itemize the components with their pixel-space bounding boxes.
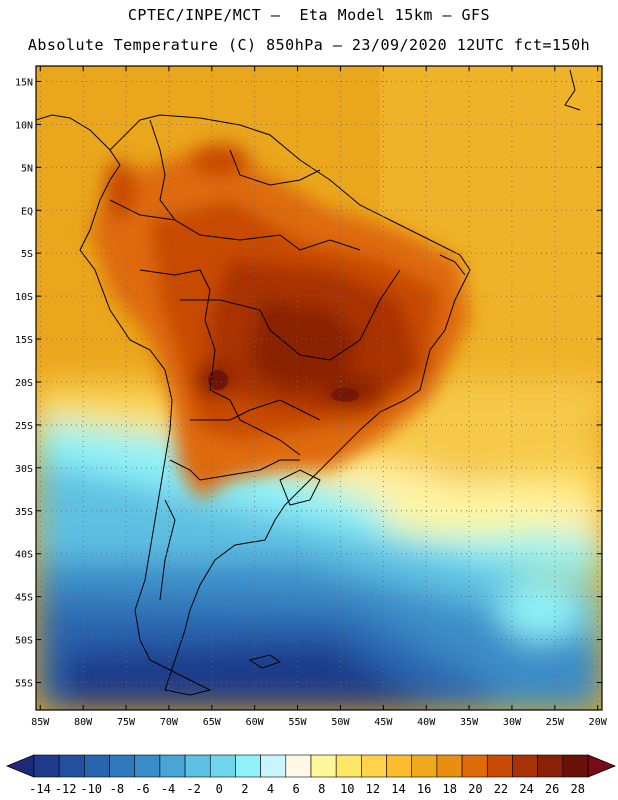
colorbar-swatch [310,754,337,778]
colorbar-swatch [159,754,186,778]
lon-label: 35W [460,717,479,728]
colorbar-swatch [411,754,438,778]
chart-title-line2: Absolute Temperature (C) 850hPa – 23/09/… [27,36,591,54]
lon-label: 45W [374,717,393,728]
colorbar-swatch [109,754,136,778]
colorbar-swatch [512,754,538,778]
colorbar-swatch [436,754,463,778]
lat-label: 40S [15,550,33,561]
colorbar-legend: -14 -12 -10 -8 -6 -4 -2 0 2 4 6 8 10 12 14 16 18 20 22 24 26… [5,754,617,796]
colorbar-swatch [537,754,564,778]
colorbar-label: 22 [494,782,508,796]
colorbar-swatch [335,754,362,778]
colorbar-swatch [84,754,110,778]
lat-label: 15N [15,77,33,88]
lon-label: 50W [331,717,350,728]
lon-label: 60W [246,717,265,728]
colorbar-swatch [184,754,211,778]
colorbar-swatch [58,754,85,778]
colorbar-swatch [260,754,287,778]
colorbar-swatch [134,754,161,778]
lat-label: EQ [21,206,33,217]
lon-label: 75W [117,717,136,728]
colorbar-swatch [486,754,513,778]
lat-label: 15S [15,335,33,346]
temperature-field [36,66,602,710]
lon-label: 30W [503,717,522,728]
colorbar-swatch [285,754,312,778]
colorbar-label: 8 [318,782,325,796]
colorbar-swatch [361,754,387,778]
colorbar-swatch [209,754,236,778]
colorbar-label: 6 [292,782,299,796]
colorbar-over-arrow [587,754,617,778]
lat-label: 10S [15,292,33,303]
lat-label: 50S [15,636,33,647]
colorbar-swatch [235,754,261,778]
lon-label: 55W [289,717,308,728]
colorbar-swatch [461,754,488,778]
lat-label: 5N [21,163,33,174]
lon-label: 65W [203,717,222,728]
lat-label: 25S [15,421,33,432]
colorbar-label: 20 [468,782,482,796]
colorbar-label: 16 [417,782,431,796]
colorbar-label: -12 [55,782,77,796]
lat-label: 5S [21,249,33,260]
lat-label: 45S [15,593,33,604]
lat-label: 55S [15,679,33,690]
colorbar-label: 14 [391,782,405,796]
lat-label: 30S [15,464,33,475]
colorbar-label: -2 [186,782,200,796]
colorbar-swatch [33,754,60,778]
lat-label: 10N [15,120,33,131]
lon-label: 25W [546,717,565,728]
lon-label: 85W [31,717,50,728]
lat-label: 35S [15,507,33,518]
longitude-axis: 85W 80W 75W 70W 65W 60W 55W 50W 45W 40W 35W 30W 25W 2… [31,66,608,728]
colorbar-label: 12 [366,782,380,796]
colorbar-label: -4 [161,782,175,796]
lat-label: 20S [15,378,33,389]
colorbar-label: 2 [241,782,248,796]
lon-label: 80W [74,717,93,728]
lon-label: 70W [160,717,179,728]
colorbar-swatch [562,754,589,778]
lon-label: 20W [589,717,608,728]
colorbar-label: 28 [571,782,585,796]
lon-label: 40W [417,717,436,728]
colorbar-label: 10 [340,782,354,796]
colorbar-label: -8 [110,782,124,796]
colorbar-label: 4 [267,782,274,796]
chart-title-line1: CPTEC/INPE/MCT – Eta Model 15km – GFS [127,6,491,24]
colorbar-label: -10 [80,782,102,796]
colorbar-label: 0 [216,782,223,796]
map-frame [35,65,603,711]
colorbar-label: 24 [519,782,533,796]
colorbar-label: -14 [29,782,51,796]
coastlines [36,69,581,696]
colorbar-label: 18 [442,782,456,796]
colorbar-under-arrow [5,754,35,778]
colorbar-swatch [386,754,413,778]
latitude-axis: 15N 10N 5N EQ 5S 10S 15S 20S 25S 30S 35S 40S 45S 50S 5… [15,77,602,690]
colorbar-label: 26 [545,782,559,796]
colorbar-label: -6 [135,782,149,796]
